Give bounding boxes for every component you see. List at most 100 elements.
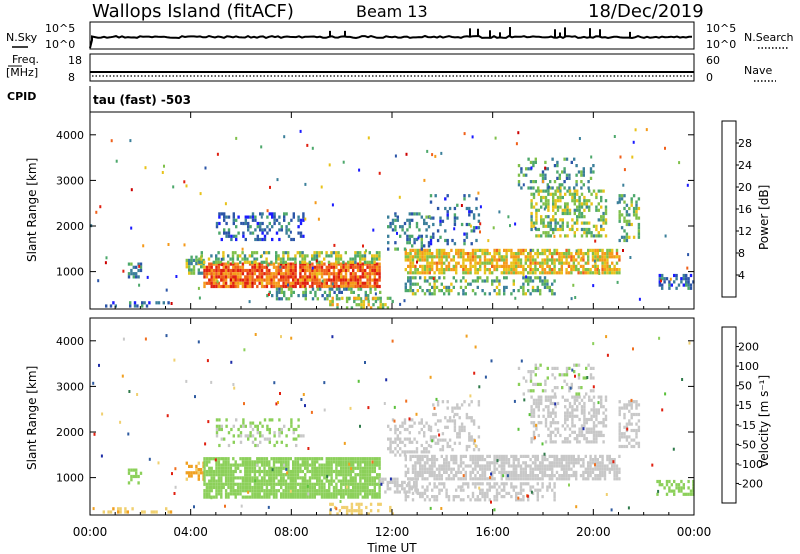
heatmap-cell [248, 466, 252, 470]
heatmap-cell [440, 151, 443, 155]
heatmap-cell [438, 482, 441, 486]
heatmap-cell [661, 483, 664, 487]
heatmap-cell [404, 252, 407, 256]
heatmap-cell [342, 482, 345, 486]
heatmap-cell [357, 502, 361, 506]
heatmap-cell [313, 473, 316, 477]
heatmap-cell [345, 512, 349, 516]
heatmap-cell [537, 433, 540, 438]
heatmap-cell [540, 195, 543, 200]
heatmap-cell [356, 460, 360, 464]
heatmap-cell [457, 248, 460, 252]
heatmap-cell [553, 234, 556, 238]
heatmap-cell [445, 252, 448, 256]
heatmap-cell [261, 228, 264, 232]
heatmap-cell [604, 414, 608, 418]
heatmap-cell [495, 482, 499, 486]
heatmap-cell [190, 262, 193, 266]
heatmap-cell [282, 278, 285, 282]
heatmap-cell [253, 260, 256, 264]
heatmap-cell [512, 467, 515, 471]
heatmap-cell [273, 218, 276, 222]
heatmap-cell [335, 260, 338, 264]
heatmap-cell [354, 466, 357, 470]
heatmap-cell [428, 467, 431, 471]
heatmap-cell [553, 458, 556, 462]
heatmap-cell [563, 167, 566, 171]
heatmap-cell [623, 406, 626, 410]
heatmap-cell [227, 284, 230, 289]
heatmap-cell [471, 454, 475, 458]
heatmap-cell [668, 486, 671, 490]
heatmap-cell [294, 469, 297, 474]
heatmap-cell [275, 473, 278, 477]
heatmap-cell [527, 464, 530, 468]
heatmap-cell [287, 268, 290, 273]
heatmap-cell [515, 255, 518, 259]
heatmap-cell [537, 382, 540, 386]
heatmap-cell [299, 281, 302, 285]
heatmap-cell [462, 461, 465, 465]
heatmap-cell [455, 495, 458, 499]
heatmap-cell [342, 275, 345, 279]
heatmap-cell [277, 460, 280, 464]
heatmap-cell [414, 488, 417, 492]
heatmap-cell [564, 414, 567, 418]
heatmap-cell [507, 470, 511, 474]
heatmap-cell [551, 282, 554, 286]
heatmap-cell [685, 283, 688, 287]
heatmap-cell [549, 401, 552, 406]
heatmap-cell [576, 227, 579, 232]
heatmap-cell [418, 421, 421, 425]
heatmap-cell [306, 479, 309, 483]
heatmap-cell [165, 507, 168, 511]
heatmap-cell [531, 261, 535, 265]
heatmap-cell [280, 460, 283, 464]
heatmap-cell [171, 472, 173, 476]
heatmap-cell [564, 398, 567, 402]
heatmap-cell [608, 268, 611, 272]
heatmap-cell [565, 268, 568, 272]
heatmap-cell [361, 275, 364, 279]
heatmap-cell [411, 244, 414, 248]
heatmap-cell [259, 434, 262, 438]
heatmap-cell [195, 468, 198, 472]
heatmap-cell [354, 254, 357, 258]
heatmap-cell [414, 470, 417, 474]
heatmap-cell [287, 489, 290, 493]
heatmap-cell [404, 255, 407, 259]
heatmap-cell [210, 469, 213, 474]
heatmap-cell [253, 492, 257, 496]
heatmap-cell [558, 458, 561, 462]
heatmap-cell [323, 381, 326, 385]
heatmap-cell [306, 457, 309, 461]
heatmap-cell [363, 254, 367, 258]
noise-left-tick-top: 10^5 [45, 22, 75, 35]
heatmap-cell [203, 457, 206, 461]
heatmap-cell [282, 489, 285, 493]
heatmap-cell [217, 482, 221, 486]
heatmap-cell [490, 359, 493, 363]
heatmap-cell [212, 485, 216, 490]
heatmap-cell [368, 469, 372, 474]
heatmap-cell [500, 258, 503, 262]
heatmap-cell [256, 492, 259, 496]
heatmap-cell [522, 461, 525, 465]
heatmap-cell [584, 252, 587, 256]
heatmap-cell [479, 498, 482, 502]
heatmap-cell [229, 284, 233, 289]
heatmap-cell [278, 434, 281, 438]
heatmap-cell [301, 251, 304, 255]
heatmap-cell [565, 173, 569, 177]
heatmap-cell [519, 467, 523, 471]
heatmap-cell [367, 303, 370, 307]
heatmap-cell [364, 294, 367, 298]
heatmap-cell [601, 454, 604, 458]
heatmap-cell [587, 461, 590, 465]
heatmap-cell [565, 252, 568, 256]
heatmap-cell [236, 492, 240, 496]
heatmap-cell [248, 489, 252, 493]
heatmap-cell [251, 281, 254, 285]
heatmap-cell [608, 458, 611, 462]
heatmap-cell [467, 255, 470, 259]
